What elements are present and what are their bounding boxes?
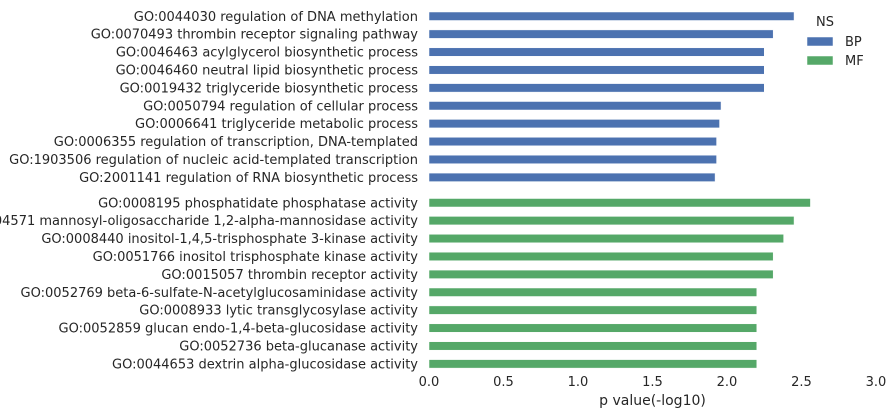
bar-bp-6 xyxy=(428,101,722,111)
bar-mf-6 xyxy=(428,287,758,297)
y-tick-label: GO:0015057 thrombin receptor activity xyxy=(161,268,418,283)
x-tick-label: 3.0 xyxy=(866,375,887,390)
bar-bp-5 xyxy=(428,83,765,93)
y-tick-label: GO:0004571 mannosyl-oligosaccharide 1,2-… xyxy=(0,214,418,229)
y-tick-label: GO:0052736 beta-glucanase activity xyxy=(179,339,418,354)
bar-mf-7 xyxy=(428,305,758,315)
y-tick-label: GO:0044030 regulation of DNA methylation xyxy=(134,10,418,25)
y-tick-label: GO:0019432 triglyceride biosynthetic pro… xyxy=(120,81,419,96)
x-tick-label: 1.5 xyxy=(642,375,663,390)
bar-bp-7 xyxy=(428,119,720,129)
y-tick-label: GO:0006641 triglyceride metabolic proces… xyxy=(135,117,418,132)
x-tick-label: 0.0 xyxy=(419,375,440,390)
bar-mf-1 xyxy=(428,198,811,208)
y-tick-label: GO:0046460 neutral lipid biosynthetic pr… xyxy=(116,63,419,78)
legend-swatch-mf xyxy=(806,55,834,66)
y-tick-label: GO:0051766 inositol trisphosphate kinase… xyxy=(93,250,419,265)
bar-bp-2 xyxy=(428,29,774,39)
bar-mf-4 xyxy=(428,251,774,261)
y-tick-label: GO:0052859 glucan endo-1,4-beta-glucosid… xyxy=(59,322,419,337)
legend-swatch-bp xyxy=(806,36,834,47)
x-axis-label: p value(-log10) xyxy=(599,393,706,409)
y-tick-label: GO:0008195 phosphatidate phosphatase act… xyxy=(98,196,418,211)
y-tick-label: GO:0006355 regulation of transcription, … xyxy=(54,135,418,150)
y-tick-label: GO:0052769 beta-6-sulfate-N-acetylglucos… xyxy=(21,286,419,301)
y-tick-label: GO:0050794 regulation of cellular proces… xyxy=(143,99,418,114)
y-tick-label: GO:1903506 regulation of nucleic acid-te… xyxy=(9,153,418,168)
x-tick-labels: 0.0 0.5 1.0 1.5 2.0 2.5 3.0 xyxy=(419,375,887,390)
bar-mf-9 xyxy=(428,341,758,351)
x-tick-label: 0.5 xyxy=(493,375,514,390)
bar-bp-8 xyxy=(428,137,717,147)
legend-label-bp: BP xyxy=(845,35,862,50)
bar-bp-3 xyxy=(428,47,765,57)
bar-mf-2 xyxy=(428,216,795,226)
y-tick-labels: GO:0044030 regulation of DNA methylation… xyxy=(0,10,418,373)
y-tick-label: GO:0044653 dextrin alpha-glucosidase act… xyxy=(112,357,418,372)
legend-title: NS xyxy=(816,15,834,30)
bar-mf-5 xyxy=(428,269,774,279)
legend-label-mf: MF xyxy=(845,54,864,69)
x-tick-label: 2.5 xyxy=(791,375,812,390)
bar-mf-10 xyxy=(428,359,758,369)
x-tick-label: 1.0 xyxy=(568,375,589,390)
bars-group xyxy=(428,11,811,369)
bar-bp-9 xyxy=(428,154,717,164)
y-tick-label: GO:0070493 thrombin receptor signaling p… xyxy=(91,28,419,43)
bar-mf-3 xyxy=(428,234,784,244)
bar-bp-1 xyxy=(428,11,795,21)
bar-bp-10 xyxy=(428,172,716,182)
y-tick-label: GO:0008933 lytic transglycosylase activi… xyxy=(139,304,418,319)
y-tick-label: GO:0008440 inositol-1,4,5-trisphosphate … xyxy=(41,232,418,247)
y-tick-label: GO:0046463 acylglycerol biosynthetic pro… xyxy=(116,46,418,61)
legend: NS BP MF xyxy=(806,15,864,69)
x-tick-label: 2.0 xyxy=(717,375,738,390)
y-tick-label: GO:2001141 regulation of RNA biosyntheti… xyxy=(79,171,418,186)
bar-bp-4 xyxy=(428,65,765,75)
bar-mf-8 xyxy=(428,323,758,333)
